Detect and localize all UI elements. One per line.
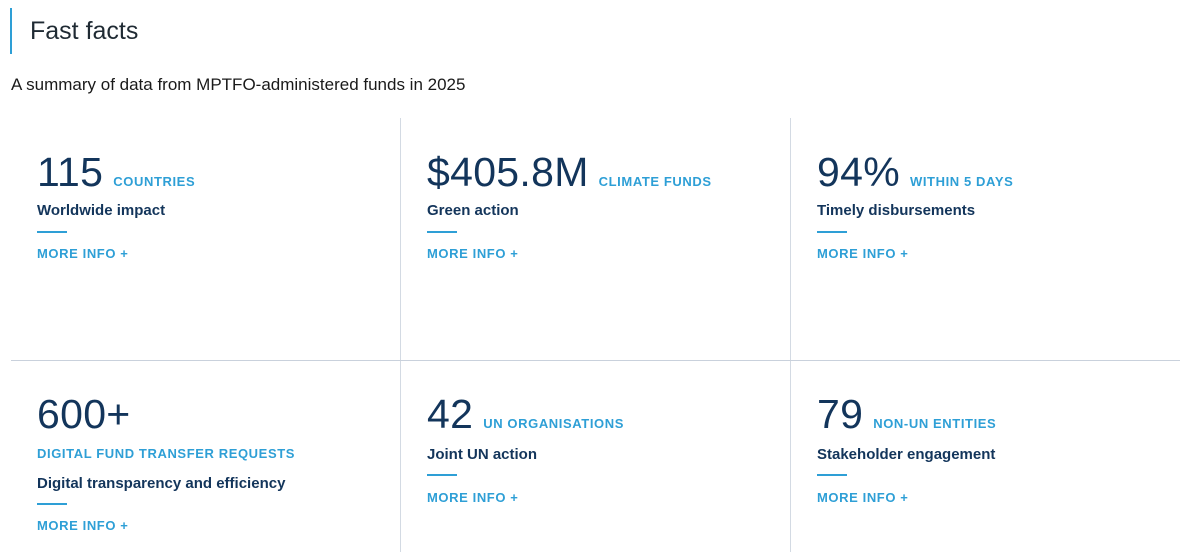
row-divider [11,360,1180,361]
stat-value: 79 [817,391,864,437]
stat-line: 600+ [37,391,131,438]
accent-rule [817,474,847,476]
accent-rule [37,503,67,505]
column-divider [790,118,791,552]
stat-value: 115 [37,149,104,195]
stat-line: 94% WITHIN 5 DAYS [817,149,1013,196]
stat-line: $405.8M CLIMATE FUNDS [427,149,712,196]
facts-grid: 115 COUNTRIES Worldwide impact MORE INFO… [11,118,1180,552]
stat-line: 79 NON-UN ENTITIES [817,391,996,438]
accent-rule [427,231,457,233]
stat-unit: CLIMATE FUNDS [598,174,712,189]
fact-card-disbursements: 94% WITHIN 5 DAYS Timely disbursements M… [791,118,1181,360]
stat-unit: NON-UN ENTITIES [873,416,997,431]
more-info-link[interactable]: MORE INFO + [37,246,129,261]
stat-value: $405.8M [427,149,589,195]
accent-rule [817,231,847,233]
stat-line: 42 UN ORGANISATIONS [427,391,624,438]
fact-label: Timely disbursements [817,202,976,219]
fact-card-countries: 115 COUNTRIES Worldwide impact MORE INFO… [11,118,401,360]
fact-label: Digital transparency and efficiency [37,475,286,492]
fact-label: Worldwide impact [37,202,166,219]
stat-value: 94% [817,149,900,195]
stat-value: 600+ [37,391,131,437]
fact-label: Stakeholder engagement [817,446,996,463]
fact-card-climate-funds: $405.8M CLIMATE FUNDS Green action MORE … [401,118,791,360]
stat-value: 42 [427,391,474,437]
fact-label: Green action [427,202,519,219]
column-divider [400,118,401,552]
accent-rule [427,474,457,476]
fact-card-un-organisations: 42 UN ORGANISATIONS Joint UN action MORE… [401,361,791,552]
page-title: Fast facts [30,16,139,45]
more-info-link[interactable]: MORE INFO + [817,490,909,505]
page-subtitle: A summary of data from MPTFO-administere… [11,75,466,94]
fact-card-non-un-entities: 79 NON-UN ENTITIES Stakeholder engagemen… [791,361,1181,552]
stat-unit: UN ORGANISATIONS [483,416,625,431]
fact-card-digital-transfers: 600+ DIGITAL FUND TRANSFER REQUESTS Digi… [11,361,401,552]
more-info-link[interactable]: MORE INFO + [427,490,519,505]
more-info-link[interactable]: MORE INFO + [427,246,519,261]
stat-unit: COUNTRIES [113,174,196,189]
stat-unit: WITHIN 5 DAYS [909,174,1014,189]
stat-line: 115 COUNTRIES [37,149,195,196]
fact-label: Joint UN action [427,446,538,463]
section-heading: Fast facts [10,8,138,54]
more-info-link[interactable]: MORE INFO + [37,518,129,533]
accent-rule [37,231,67,233]
more-info-link[interactable]: MORE INFO + [817,246,909,261]
stat-unit: DIGITAL FUND TRANSFER REQUESTS [37,446,296,461]
